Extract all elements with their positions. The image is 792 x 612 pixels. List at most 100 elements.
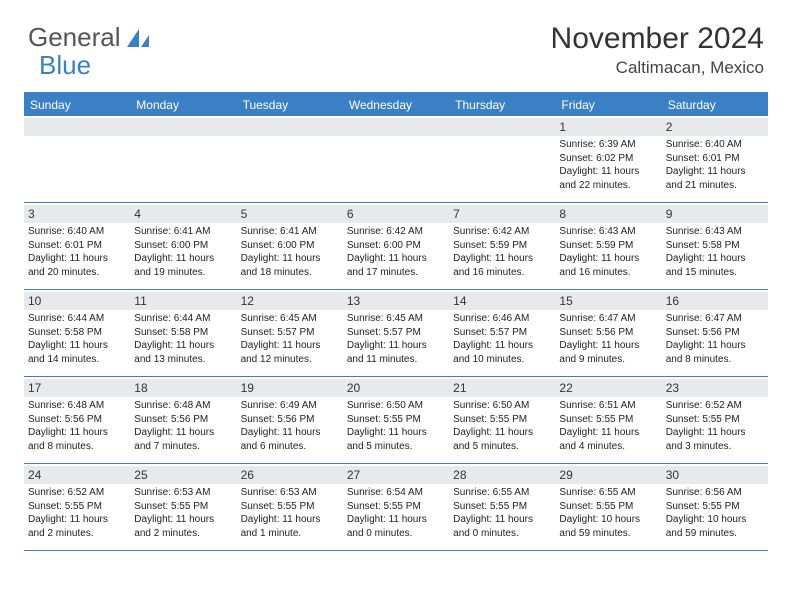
logo-line2: Blue [38, 50, 91, 81]
day-info: Sunrise: 6:46 AMSunset: 5:57 PMDaylight:… [453, 312, 551, 366]
day-info: Sunrise: 6:52 AMSunset: 5:55 PMDaylight:… [28, 486, 126, 540]
calendar-cell: 2Sunrise: 6:40 AMSunset: 6:01 PMDaylight… [662, 116, 768, 202]
day-number: 18 [130, 379, 236, 397]
day-number: 3 [24, 205, 130, 223]
day-number: 15 [555, 292, 661, 310]
day-info: Sunrise: 6:47 AMSunset: 5:56 PMDaylight:… [559, 312, 657, 366]
day-header-cell: Friday [555, 94, 661, 116]
logo-text-2: Blue [39, 50, 91, 81]
day-header-cell: Thursday [449, 94, 555, 116]
calendar-cell: 28 Sunrise: 6:55 AMSunset: 5:55 PMDayligh… [449, 464, 555, 550]
day-number: 4 [130, 205, 236, 223]
day-info: Sunrise: 6:41 AMSunset: 6:00 PMDaylight:… [134, 225, 232, 279]
day-info: Sunrise: 6:41 AMSunset: 6:00 PMDaylight:… [241, 225, 339, 279]
day-number: 9 [662, 205, 768, 223]
calendar-cell: 29Sunrise: 6:55 AMSunset: 5:55 PMDayligh… [555, 464, 661, 550]
day-number: 28 [449, 466, 555, 484]
day-info: Sunrise: 6:55 AMSunset: 5:55 PMDaylight:… [453, 486, 551, 540]
calendar-week: 24 Sunrise: 6:52 AMSunset: 5:55 PMDayligh… [24, 464, 768, 551]
day-number: 23 [662, 379, 768, 397]
calendar-week: 3Sunrise: 6:40 AMSunset: 6:01 PMDaylight… [24, 203, 768, 290]
calendar-cell: 7 Sunrise: 6:42 AMSunset: 5:59 PMDaylight… [449, 203, 555, 289]
day-info: Sunrise: 6:43 AMSunset: 5:59 PMDaylight:… [559, 225, 657, 279]
day-number: 10 [24, 292, 130, 310]
calendar-cell: 23Sunrise: 6:52 AMSunset: 5:55 PMDayligh… [662, 377, 768, 463]
day-number [130, 118, 236, 136]
calendar-cell: 27Sunrise: 6:54 AMSunset: 5:55 PMDayligh… [343, 464, 449, 550]
day-info: Sunrise: 6:47 AMSunset: 5:56 PMDaylight:… [666, 312, 764, 366]
calendar-cell: 8 Sunrise: 6:43 AMSunset: 5:59 PMDaylight… [555, 203, 661, 289]
logo: General [28, 22, 151, 53]
day-header-cell: Tuesday [237, 94, 343, 116]
day-info: Sunrise: 6:51 AMSunset: 5:55 PMDaylight:… [559, 399, 657, 453]
day-number: 19 [237, 379, 343, 397]
calendar-cell [343, 116, 449, 202]
calendar-cell: 1Sunrise: 6:39 AMSunset: 6:02 PMDaylight… [555, 116, 661, 202]
day-info: Sunrise: 6:53 AMSunset: 5:55 PMDaylight:… [134, 486, 232, 540]
day-header-cell: Sunday [24, 94, 130, 116]
title-block: November 2024 Caltimacan, Mexico [551, 22, 764, 78]
calendar-cell: 19 Sunrise: 6:49 AMSunset: 5:56 PMDayligh… [237, 377, 343, 463]
day-info: Sunrise: 6:53 AMSunset: 5:55 PMDaylight:… [241, 486, 339, 540]
day-info: Sunrise: 6:44 AMSunset: 5:58 PMDaylight:… [28, 312, 126, 366]
day-info: Sunrise: 6:49 AMSunset: 5:56 PMDaylight:… [241, 399, 339, 453]
day-number [449, 118, 555, 136]
day-info: Sunrise: 6:56 AMSunset: 5:55 PMDaylight:… [666, 486, 764, 540]
day-number: 12 [237, 292, 343, 310]
day-number: 16 [662, 292, 768, 310]
day-number: 27 [343, 466, 449, 484]
calendar-week: 10Sunrise: 6:44 AMSunset: 5:58 PMDayligh… [24, 290, 768, 377]
calendar-cell: 17Sunrise: 6:48 AMSunset: 5:56 PMDayligh… [24, 377, 130, 463]
day-number: 20 [343, 379, 449, 397]
calendar-cell: 3Sunrise: 6:40 AMSunset: 6:01 PMDaylight… [24, 203, 130, 289]
day-info: Sunrise: 6:48 AMSunset: 5:56 PMDaylight:… [134, 399, 232, 453]
header: General November 2024 Caltimacan, Mexico [0, 0, 792, 86]
day-number: 22 [555, 379, 661, 397]
calendar-cell: 20 Sunrise: 6:50 AMSunset: 5:55 PMDayligh… [343, 377, 449, 463]
day-info: Sunrise: 6:45 AMSunset: 5:57 PMDaylight:… [241, 312, 339, 366]
calendar-cell: 24 Sunrise: 6:52 AMSunset: 5:55 PMDayligh… [24, 464, 130, 550]
calendar-week: 17Sunrise: 6:48 AMSunset: 5:56 PMDayligh… [24, 377, 768, 464]
day-info: Sunrise: 6:44 AMSunset: 5:58 PMDaylight:… [134, 312, 232, 366]
day-info: Sunrise: 6:50 AMSunset: 5:55 PMDaylight:… [453, 399, 551, 453]
day-number: 8 [555, 205, 661, 223]
day-number: 24 [24, 466, 130, 484]
calendar-cell: 13Sunrise: 6:45 AMSunset: 5:57 PMDayligh… [343, 290, 449, 376]
calendar-cell: 4 Sunrise: 6:41 AMSunset: 6:00 PMDaylight… [130, 203, 236, 289]
calendar-cell: 14 Sunrise: 6:46 AMSunset: 5:57 PMDayligh… [449, 290, 555, 376]
calendar-cell [237, 116, 343, 202]
calendar-week: 1Sunrise: 6:39 AMSunset: 6:02 PMDaylight… [24, 116, 768, 203]
day-number: 21 [449, 379, 555, 397]
day-number: 7 [449, 205, 555, 223]
calendar-cell: 18 Sunrise: 6:48 AMSunset: 5:56 PMDayligh… [130, 377, 236, 463]
day-header-cell: Saturday [662, 94, 768, 116]
day-number: 11 [130, 292, 236, 310]
calendar-cell: 15 Sunrise: 6:47 AMSunset: 5:56 PMDayligh… [555, 290, 661, 376]
calendar-cell [24, 116, 130, 202]
calendar-body: 1Sunrise: 6:39 AMSunset: 6:02 PMDaylight… [24, 116, 768, 551]
day-header-cell: Wednesday [343, 94, 449, 116]
day-number [343, 118, 449, 136]
day-number: 17 [24, 379, 130, 397]
calendar-cell: 22 Sunrise: 6:51 AMSunset: 5:55 PMDayligh… [555, 377, 661, 463]
day-number: 14 [449, 292, 555, 310]
day-number [24, 118, 130, 136]
day-header-row: SundayMondayTuesdayWednesdayThursdayFrid… [24, 94, 768, 116]
day-number: 2 [662, 118, 768, 136]
day-info: Sunrise: 6:42 AMSunset: 5:59 PMDaylight:… [453, 225, 551, 279]
day-number: 5 [237, 205, 343, 223]
calendar-cell: 21 Sunrise: 6:50 AMSunset: 5:55 PMDayligh… [449, 377, 555, 463]
month-title: November 2024 [551, 22, 764, 56]
calendar-cell: 11 Sunrise: 6:44 AMSunset: 5:58 PMDayligh… [130, 290, 236, 376]
day-info: Sunrise: 6:43 AMSunset: 5:58 PMDaylight:… [666, 225, 764, 279]
day-number: 26 [237, 466, 343, 484]
day-number: 13 [343, 292, 449, 310]
calendar-cell: 26 Sunrise: 6:53 AMSunset: 5:55 PMDayligh… [237, 464, 343, 550]
calendar-cell: 5 Sunrise: 6:41 AMSunset: 6:00 PMDaylight… [237, 203, 343, 289]
calendar-cell: 25Sunrise: 6:53 AMSunset: 5:55 PMDayligh… [130, 464, 236, 550]
calendar: SundayMondayTuesdayWednesdayThursdayFrid… [24, 92, 768, 551]
day-info: Sunrise: 6:50 AMSunset: 5:55 PMDaylight:… [347, 399, 445, 453]
day-number: 1 [555, 118, 661, 136]
day-number: 6 [343, 205, 449, 223]
logo-sail-icon [125, 27, 151, 49]
